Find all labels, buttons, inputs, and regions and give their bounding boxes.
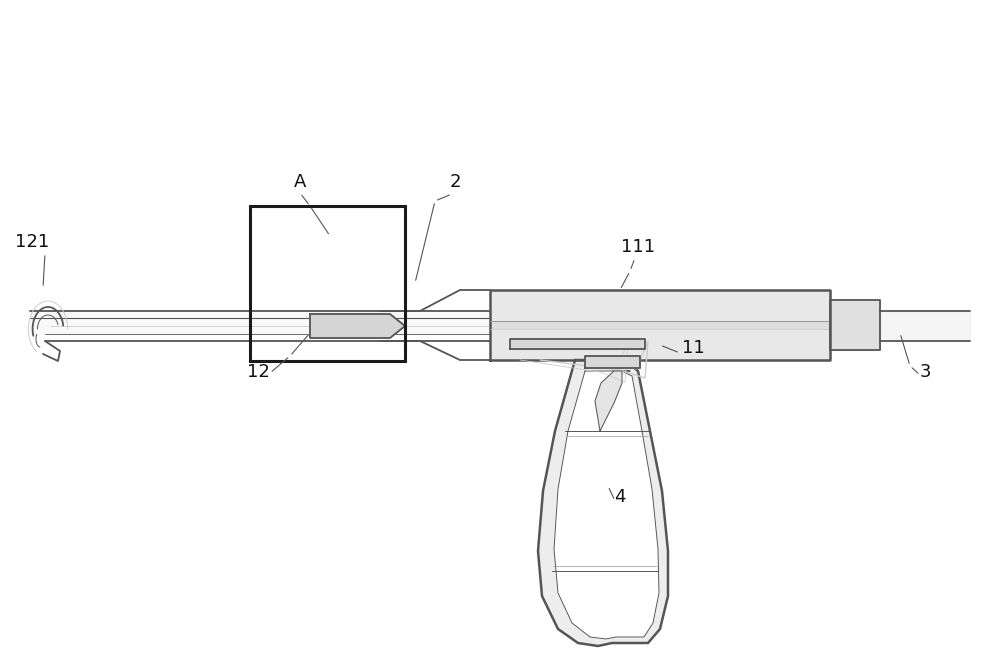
Polygon shape: [310, 314, 405, 338]
Text: 121: 121: [15, 233, 49, 251]
Polygon shape: [554, 371, 659, 639]
Polygon shape: [490, 290, 830, 360]
Polygon shape: [510, 339, 645, 349]
Polygon shape: [538, 360, 668, 646]
Text: 3: 3: [919, 363, 931, 381]
Text: A: A: [294, 173, 306, 191]
Bar: [250, 206, 405, 361]
Polygon shape: [830, 300, 880, 350]
Text: 2: 2: [449, 173, 461, 191]
Text: 4: 4: [614, 488, 626, 506]
Text: 111: 111: [621, 238, 655, 256]
Text: 12: 12: [247, 363, 269, 381]
Text: 11: 11: [682, 339, 705, 357]
Polygon shape: [595, 371, 622, 431]
Polygon shape: [585, 356, 640, 368]
